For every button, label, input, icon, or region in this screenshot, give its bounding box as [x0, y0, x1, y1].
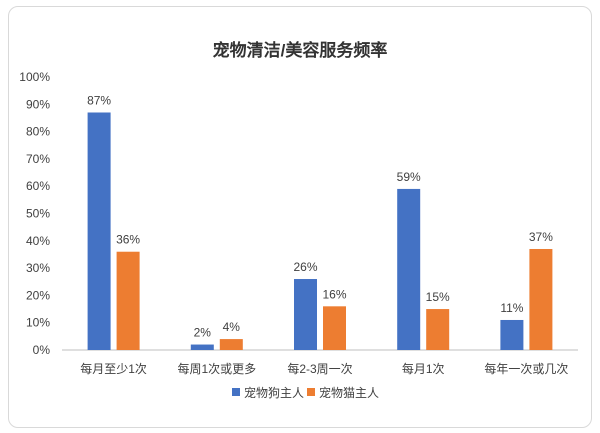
- y-tick-label: 10%: [26, 316, 50, 330]
- bar-series-0-cat-0: [87, 112, 111, 351]
- y-tick-label: 60%: [26, 179, 50, 193]
- bar-series-0-cat-3: [397, 188, 421, 350]
- bar-value-label: 36%: [116, 233, 140, 247]
- bar-value-label: 26%: [293, 260, 317, 274]
- y-tick-label: 40%: [26, 234, 50, 248]
- x-category-label: 每月1次: [402, 361, 445, 376]
- y-tick-label: 0%: [33, 343, 51, 357]
- bar-series-1-cat-4: [529, 248, 553, 350]
- y-tick-label: 50%: [26, 207, 50, 221]
- legend-label-0: 宠物狗主人: [244, 385, 304, 400]
- y-tick-label: 100%: [19, 70, 50, 84]
- legend-swatch-1: [307, 388, 315, 396]
- bars: 87% 36% 2% 4% 26% 16% 59% 15% 11% 37%: [87, 93, 553, 351]
- x-category-label: 每2-3周一次: [287, 361, 352, 376]
- bar-value-label: 2%: [194, 326, 212, 340]
- bar-series-0-cat-4: [500, 319, 524, 350]
- bar-value-label: 4%: [223, 320, 241, 334]
- y-tick-label: 70%: [26, 152, 50, 166]
- chart-title: 宠物清洁/美容服务频率: [213, 40, 388, 60]
- legend: 宠物狗主人 宠物猫主人: [232, 385, 379, 400]
- x-category-label: 每周1次或更多: [177, 361, 256, 376]
- bar-series-1-cat-1: [219, 339, 243, 350]
- bar-value-label: 37%: [529, 230, 553, 244]
- x-category-label: 每年一次或几次: [484, 361, 568, 376]
- bar-series-0-cat-1: [190, 344, 214, 350]
- y-axis: 0% 10% 20% 30% 40% 50% 60% 70% 80% 90% 100%: [19, 70, 50, 357]
- y-tick-label: 30%: [26, 261, 50, 275]
- bar-series-1-cat-2: [323, 306, 346, 350]
- legend-label-1: 宠物猫主人: [319, 385, 379, 400]
- bar-series-0-cat-2: [294, 279, 317, 350]
- bar-series-1-cat-0: [116, 251, 140, 350]
- bar-value-label: 15%: [426, 290, 450, 304]
- bar-value-label: 11%: [500, 301, 523, 315]
- y-tick-label: 80%: [26, 125, 50, 139]
- bar-value-label: 87%: [87, 93, 111, 107]
- bar-value-label: 16%: [322, 287, 346, 301]
- x-category-label: 每月至少1次: [80, 361, 147, 376]
- y-tick-label: 90%: [26, 97, 50, 111]
- x-axis: 每月至少1次 每周1次或更多 每2-3周一次 每月1次 每年一次或几次: [62, 349, 578, 376]
- legend-swatch-0: [232, 388, 240, 396]
- bar-value-label: 59%: [397, 170, 421, 184]
- y-tick-label: 20%: [26, 288, 50, 302]
- bar-series-1-cat-3: [426, 309, 450, 350]
